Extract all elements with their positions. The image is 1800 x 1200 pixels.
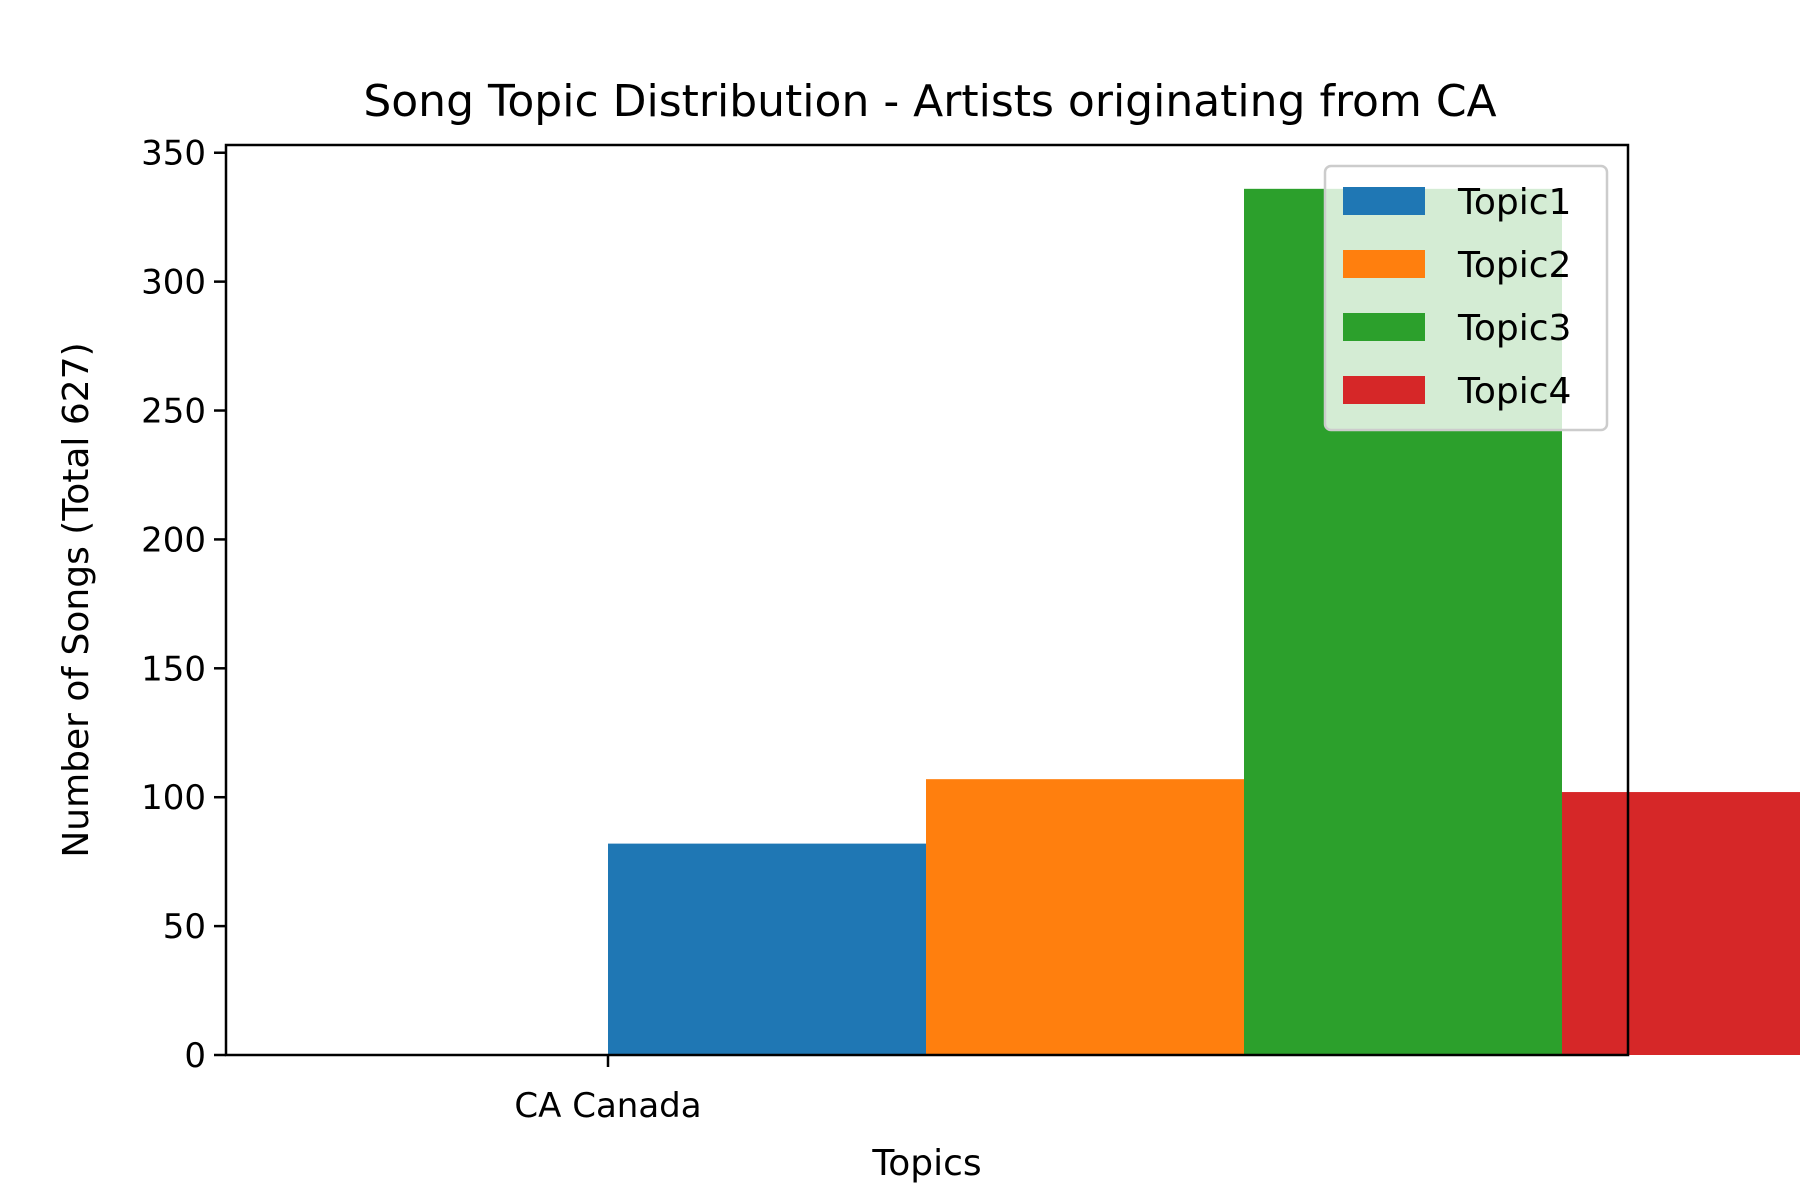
y-tick-label: 150: [141, 649, 206, 689]
legend-swatch-topic2: [1343, 250, 1425, 278]
x-axis-label: Topics: [871, 1143, 981, 1184]
legend-label-topic4: Topic4: [1457, 371, 1571, 412]
y-axis-ticks: 0 50 100 150 200 250 300 350: [141, 134, 226, 1076]
chart-title: Song Topic Distribution - Artists origin…: [363, 76, 1496, 127]
plot-frame: [224, 143, 1630, 1057]
x-tick-label: CA Canada: [514, 1086, 701, 1126]
bar-topic1: [608, 843, 926, 1055]
legend-box: [1323, 164, 1609, 432]
y-tick-label: 350: [141, 134, 206, 174]
legend: Topic1 Topic2 Topic3 Topic4: [1323, 164, 1609, 432]
y-tick-label: 300: [141, 263, 206, 303]
y-tick-label: 50: [163, 907, 206, 947]
y-axis-label: Number of Songs (Total 627): [56, 342, 97, 857]
legend-swatch-topic1: [1343, 187, 1425, 215]
y-tick-label: 100: [141, 778, 206, 818]
legend-swatch-topic3: [1343, 313, 1425, 341]
y-tick-label: 0: [184, 1036, 206, 1076]
y-tick-label: 200: [141, 520, 206, 560]
y-tick-label: 250: [141, 392, 206, 432]
bar-topic2: [926, 779, 1244, 1055]
legend-label-topic2: Topic2: [1457, 245, 1571, 286]
legend-label-topic3: Topic3: [1457, 308, 1571, 349]
bar-topic4: [1562, 792, 1800, 1055]
x-axis-ticks: CA Canada: [514, 1055, 702, 1126]
legend-swatch-topic4: [1343, 376, 1425, 404]
legend-label-topic1: Topic1: [1457, 182, 1571, 223]
